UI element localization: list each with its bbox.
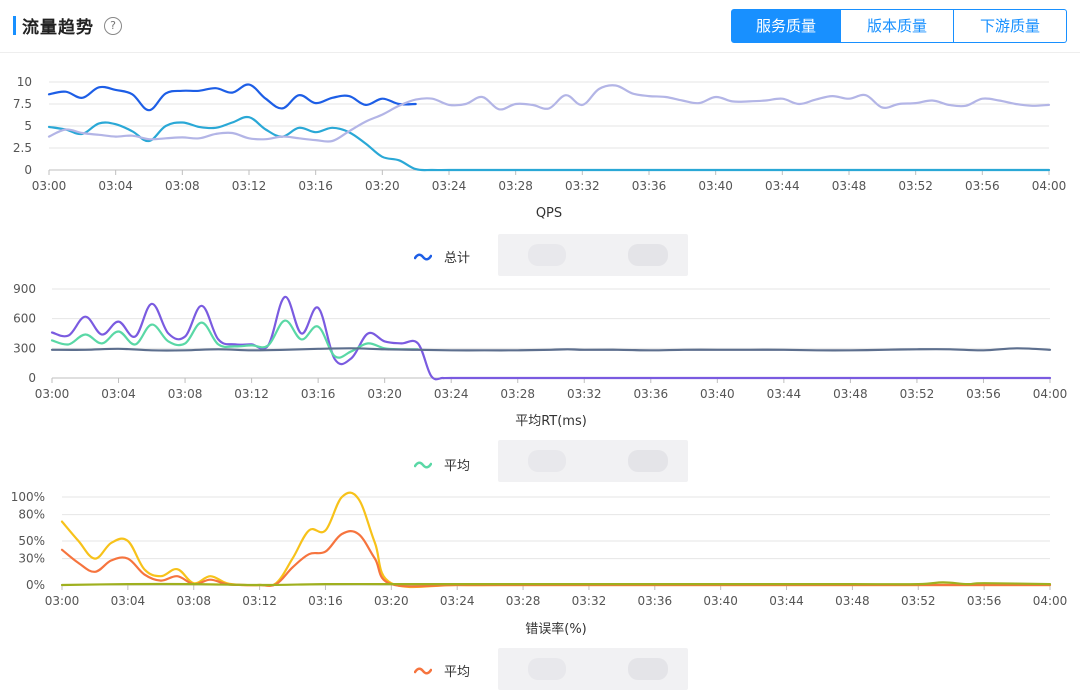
x-tick-label: 03:48 <box>832 179 867 193</box>
series-line-1 <box>47 115 1051 172</box>
legend-redacted <box>498 440 688 482</box>
header-divider <box>0 52 1080 53</box>
x-tick-label: 03:16 <box>301 387 336 401</box>
y-tick-label: 5 <box>24 119 32 133</box>
x-tick-label: 03:12 <box>242 594 277 608</box>
x-tick-label: 03:08 <box>168 387 203 401</box>
x-tick-label: 03:40 <box>698 179 733 193</box>
x-tick-label: 03:04 <box>98 179 133 193</box>
x-tick-label: 03:44 <box>769 594 804 608</box>
x-tick-label: 03:08 <box>165 179 200 193</box>
x-tick-label: 03:00 <box>45 594 80 608</box>
x-tick-label: 03:52 <box>901 594 936 608</box>
y-tick-label: 30% <box>18 552 45 566</box>
x-tick-label: 03:20 <box>367 387 402 401</box>
x-tick-label: 03:04 <box>101 387 136 401</box>
series-line-0 <box>50 295 1052 381</box>
y-tick-label: 900 <box>13 282 36 296</box>
tab-downstream-quality[interactable]: 下游质量 <box>954 9 1067 43</box>
x-tick-label: 03:08 <box>176 594 211 608</box>
x-tick-label: 03:12 <box>232 179 267 193</box>
y-tick-label: 80% <box>18 508 45 522</box>
y-tick-label: 0 <box>24 163 32 177</box>
y-tick-label: 300 <box>13 341 36 355</box>
y-tick-label: 2.5 <box>13 141 32 155</box>
y-tick-label: 10 <box>17 75 32 89</box>
x-tick-label: 03:32 <box>567 387 602 401</box>
x-tick-label: 03:36 <box>638 594 673 608</box>
x-tick-label: 03:12 <box>234 387 269 401</box>
x-tick-label: 03:20 <box>365 179 400 193</box>
series-line-2 <box>60 581 1052 587</box>
x-tick-label: 04:00 <box>1033 387 1068 401</box>
x-tick-label: 04:00 <box>1033 594 1068 608</box>
x-tick-label: 03:00 <box>35 387 70 401</box>
x-tick-label: 03:44 <box>765 179 800 193</box>
x-tick-label: 03:48 <box>835 594 870 608</box>
series-line-2 <box>50 347 1052 352</box>
x-axis-label: QPS <box>536 206 562 221</box>
series-line-0 <box>60 491 1052 589</box>
wave-icon <box>414 461 432 468</box>
x-tick-label: 03:56 <box>967 594 1002 608</box>
x-tick-label: 03:28 <box>506 594 541 608</box>
x-tick-label: 03:44 <box>767 387 802 401</box>
x-tick-label: 04:00 <box>1032 179 1067 193</box>
legend-label: 平均 <box>444 459 471 474</box>
x-tick-label: 03:52 <box>898 179 933 193</box>
legend-redacted <box>498 648 688 690</box>
x-tick-label: 03:16 <box>298 179 333 193</box>
error-legend[interactable]: 平均 <box>414 661 470 680</box>
tab-version-quality[interactable]: 版本质量 <box>841 9 954 43</box>
x-tick-label: 03:36 <box>634 387 669 401</box>
wave-icon <box>414 253 432 260</box>
legend-label: 平均 <box>444 665 471 680</box>
page-title: 流量趋势 <box>22 18 94 38</box>
x-tick-label: 03:56 <box>966 387 1001 401</box>
question-circle-icon[interactable]: ? <box>104 17 122 35</box>
quality-tabs: 服务质量 版本质量 下游质量 <box>731 9 1067 43</box>
qps-legend[interactable]: 总计 <box>414 247 470 266</box>
rt-legend[interactable]: 平均 <box>414 455 470 474</box>
x-tick-label: 03:48 <box>833 387 868 401</box>
x-tick-label: 03:16 <box>308 594 343 608</box>
x-tick-label: 03:56 <box>965 179 1000 193</box>
chart-0: 0 2.5 5 7.5 10 03:00 03:04 03:08 03:12 03:16 03:20… <box>13 75 1066 221</box>
x-tick-label: 03:40 <box>703 594 738 608</box>
wave-icon <box>414 667 432 674</box>
x-tick-label: 03:00 <box>32 179 67 193</box>
chart-2: 0% 30% 50% 80% 100% 03:00 03:04 03:08 03:12 03:16… <box>11 490 1068 637</box>
series-line-2 <box>47 84 1051 143</box>
x-tick-label: 03:24 <box>434 387 469 401</box>
title-accent-bar <box>13 16 16 35</box>
tab-service-quality[interactable]: 服务质量 <box>731 9 841 43</box>
x-axis-label: 错误率(%) <box>525 621 587 637</box>
legend-label: 总计 <box>444 251 471 266</box>
chart-1: 0 300 600 900 03:00 03:04 03:08 03:12 03:16 03:20… <box>13 282 1067 429</box>
x-axis-label: 平均RT(ms) <box>515 414 587 429</box>
x-tick-label: 03:36 <box>632 179 667 193</box>
x-tick-label: 03:24 <box>432 179 467 193</box>
x-tick-label: 03:24 <box>440 594 475 608</box>
x-tick-label: 03:04 <box>111 594 146 608</box>
chart-header: 流量趋势 ? 服务质量 版本质量 下游质量 <box>0 0 1080 52</box>
x-tick-label: 03:52 <box>900 387 935 401</box>
y-tick-label: 0 <box>28 371 36 385</box>
legend-redacted <box>498 234 688 276</box>
y-tick-label: 50% <box>18 534 45 548</box>
y-tick-label: 7.5 <box>13 97 32 111</box>
x-tick-label: 03:40 <box>700 387 735 401</box>
x-tick-label: 03:20 <box>374 594 409 608</box>
series-line-0 <box>47 83 417 112</box>
y-tick-label: 600 <box>13 312 36 326</box>
x-tick-label: 03:28 <box>500 387 535 401</box>
x-tick-label: 03:32 <box>572 594 607 608</box>
y-tick-label: 0% <box>26 578 45 592</box>
y-tick-label: 100% <box>11 490 45 504</box>
x-tick-label: 03:28 <box>498 179 533 193</box>
x-tick-label: 03:32 <box>565 179 600 193</box>
